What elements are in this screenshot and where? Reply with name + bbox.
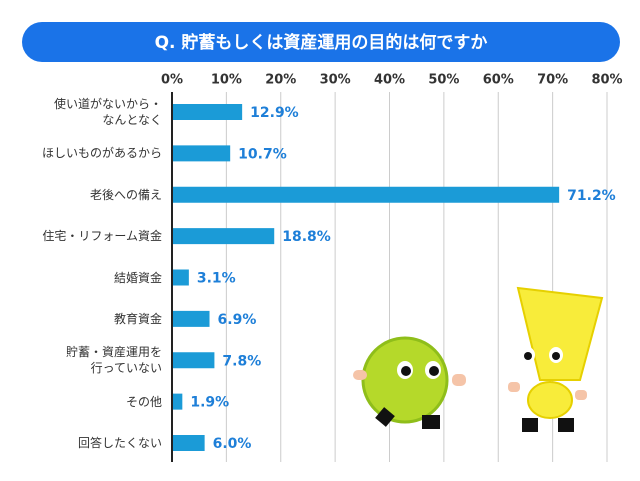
bar	[172, 186, 560, 203]
bar	[172, 393, 183, 410]
bar	[172, 104, 243, 120]
category-label: 老後への備え	[89, 187, 162, 202]
x-tick-label: 60%	[483, 73, 514, 88]
value-label: 12.9%	[250, 105, 299, 121]
chart-title: Q. 貯蓄もしくは資産運用の目的は何ですか	[155, 32, 488, 53]
x-tick-label: 0%	[161, 73, 183, 88]
category-label: 教育資金	[113, 311, 162, 326]
x-tick-label: 30%	[320, 73, 351, 88]
x-tick-label: 10%	[211, 73, 242, 88]
characters	[353, 286, 604, 432]
bar	[172, 145, 231, 162]
bar	[172, 269, 189, 286]
x-tick-label: 20%	[265, 73, 296, 88]
x-tick-label: 80%	[591, 73, 622, 88]
x-tick-label: 50%	[428, 73, 459, 88]
category-label: 回答したくない	[77, 436, 162, 450]
value-label: 10.7%	[238, 146, 287, 162]
value-label: 7.8%	[222, 353, 261, 369]
value-label: 6.0%	[213, 436, 252, 452]
bar	[172, 352, 215, 369]
title-banner	[22, 22, 620, 62]
x-tick-label: 70%	[537, 73, 568, 88]
category-label: 貯蓄・資産運用を 行っていない	[65, 345, 162, 376]
category-label: その他	[125, 394, 162, 409]
category-label: 住宅・リフォーム資金	[42, 229, 162, 244]
value-label: 71.2%	[567, 188, 616, 204]
bar	[172, 435, 205, 451]
bar	[172, 228, 275, 245]
value-label: 6.9%	[218, 312, 257, 328]
category-label: 結婚資金	[113, 270, 162, 285]
x-tick-label: 40%	[374, 73, 405, 88]
value-label: 3.1%	[197, 271, 236, 287]
category-label: ほしいものがあるから	[41, 146, 162, 161]
bar	[172, 310, 210, 327]
value-label: 18.8%	[282, 229, 331, 245]
value-label: 1.9%	[190, 395, 229, 411]
category-label: 使い道がないから・ なんとなく	[53, 97, 162, 127]
